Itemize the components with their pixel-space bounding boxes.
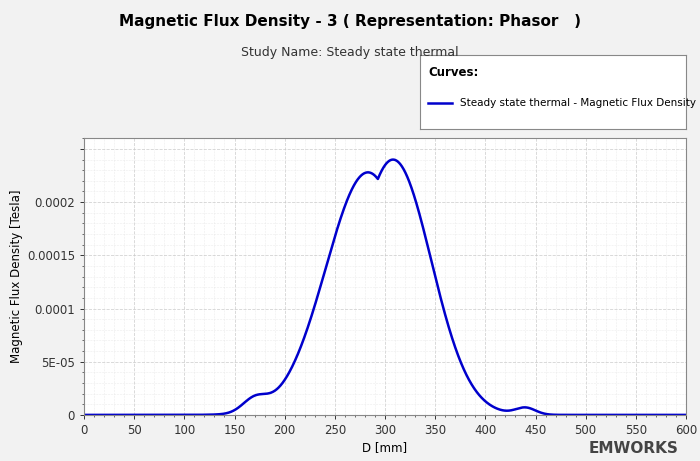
X-axis label: D [mm]: D [mm] [363,441,407,454]
Text: EMWORKS: EMWORKS [589,441,679,456]
Text: Steady state thermal - Magnetic Flux Density: Steady state thermal - Magnetic Flux Den… [460,98,696,108]
Y-axis label: Magnetic Flux Density [Tesla]: Magnetic Flux Density [Tesla] [10,190,22,363]
Text: Magnetic Flux Density - 3 ( Representation: Phasor   ): Magnetic Flux Density - 3 ( Representati… [119,14,581,29]
Text: Curves:: Curves: [428,66,478,79]
Text: Study Name: Steady state thermal: Study Name: Steady state thermal [241,46,458,59]
